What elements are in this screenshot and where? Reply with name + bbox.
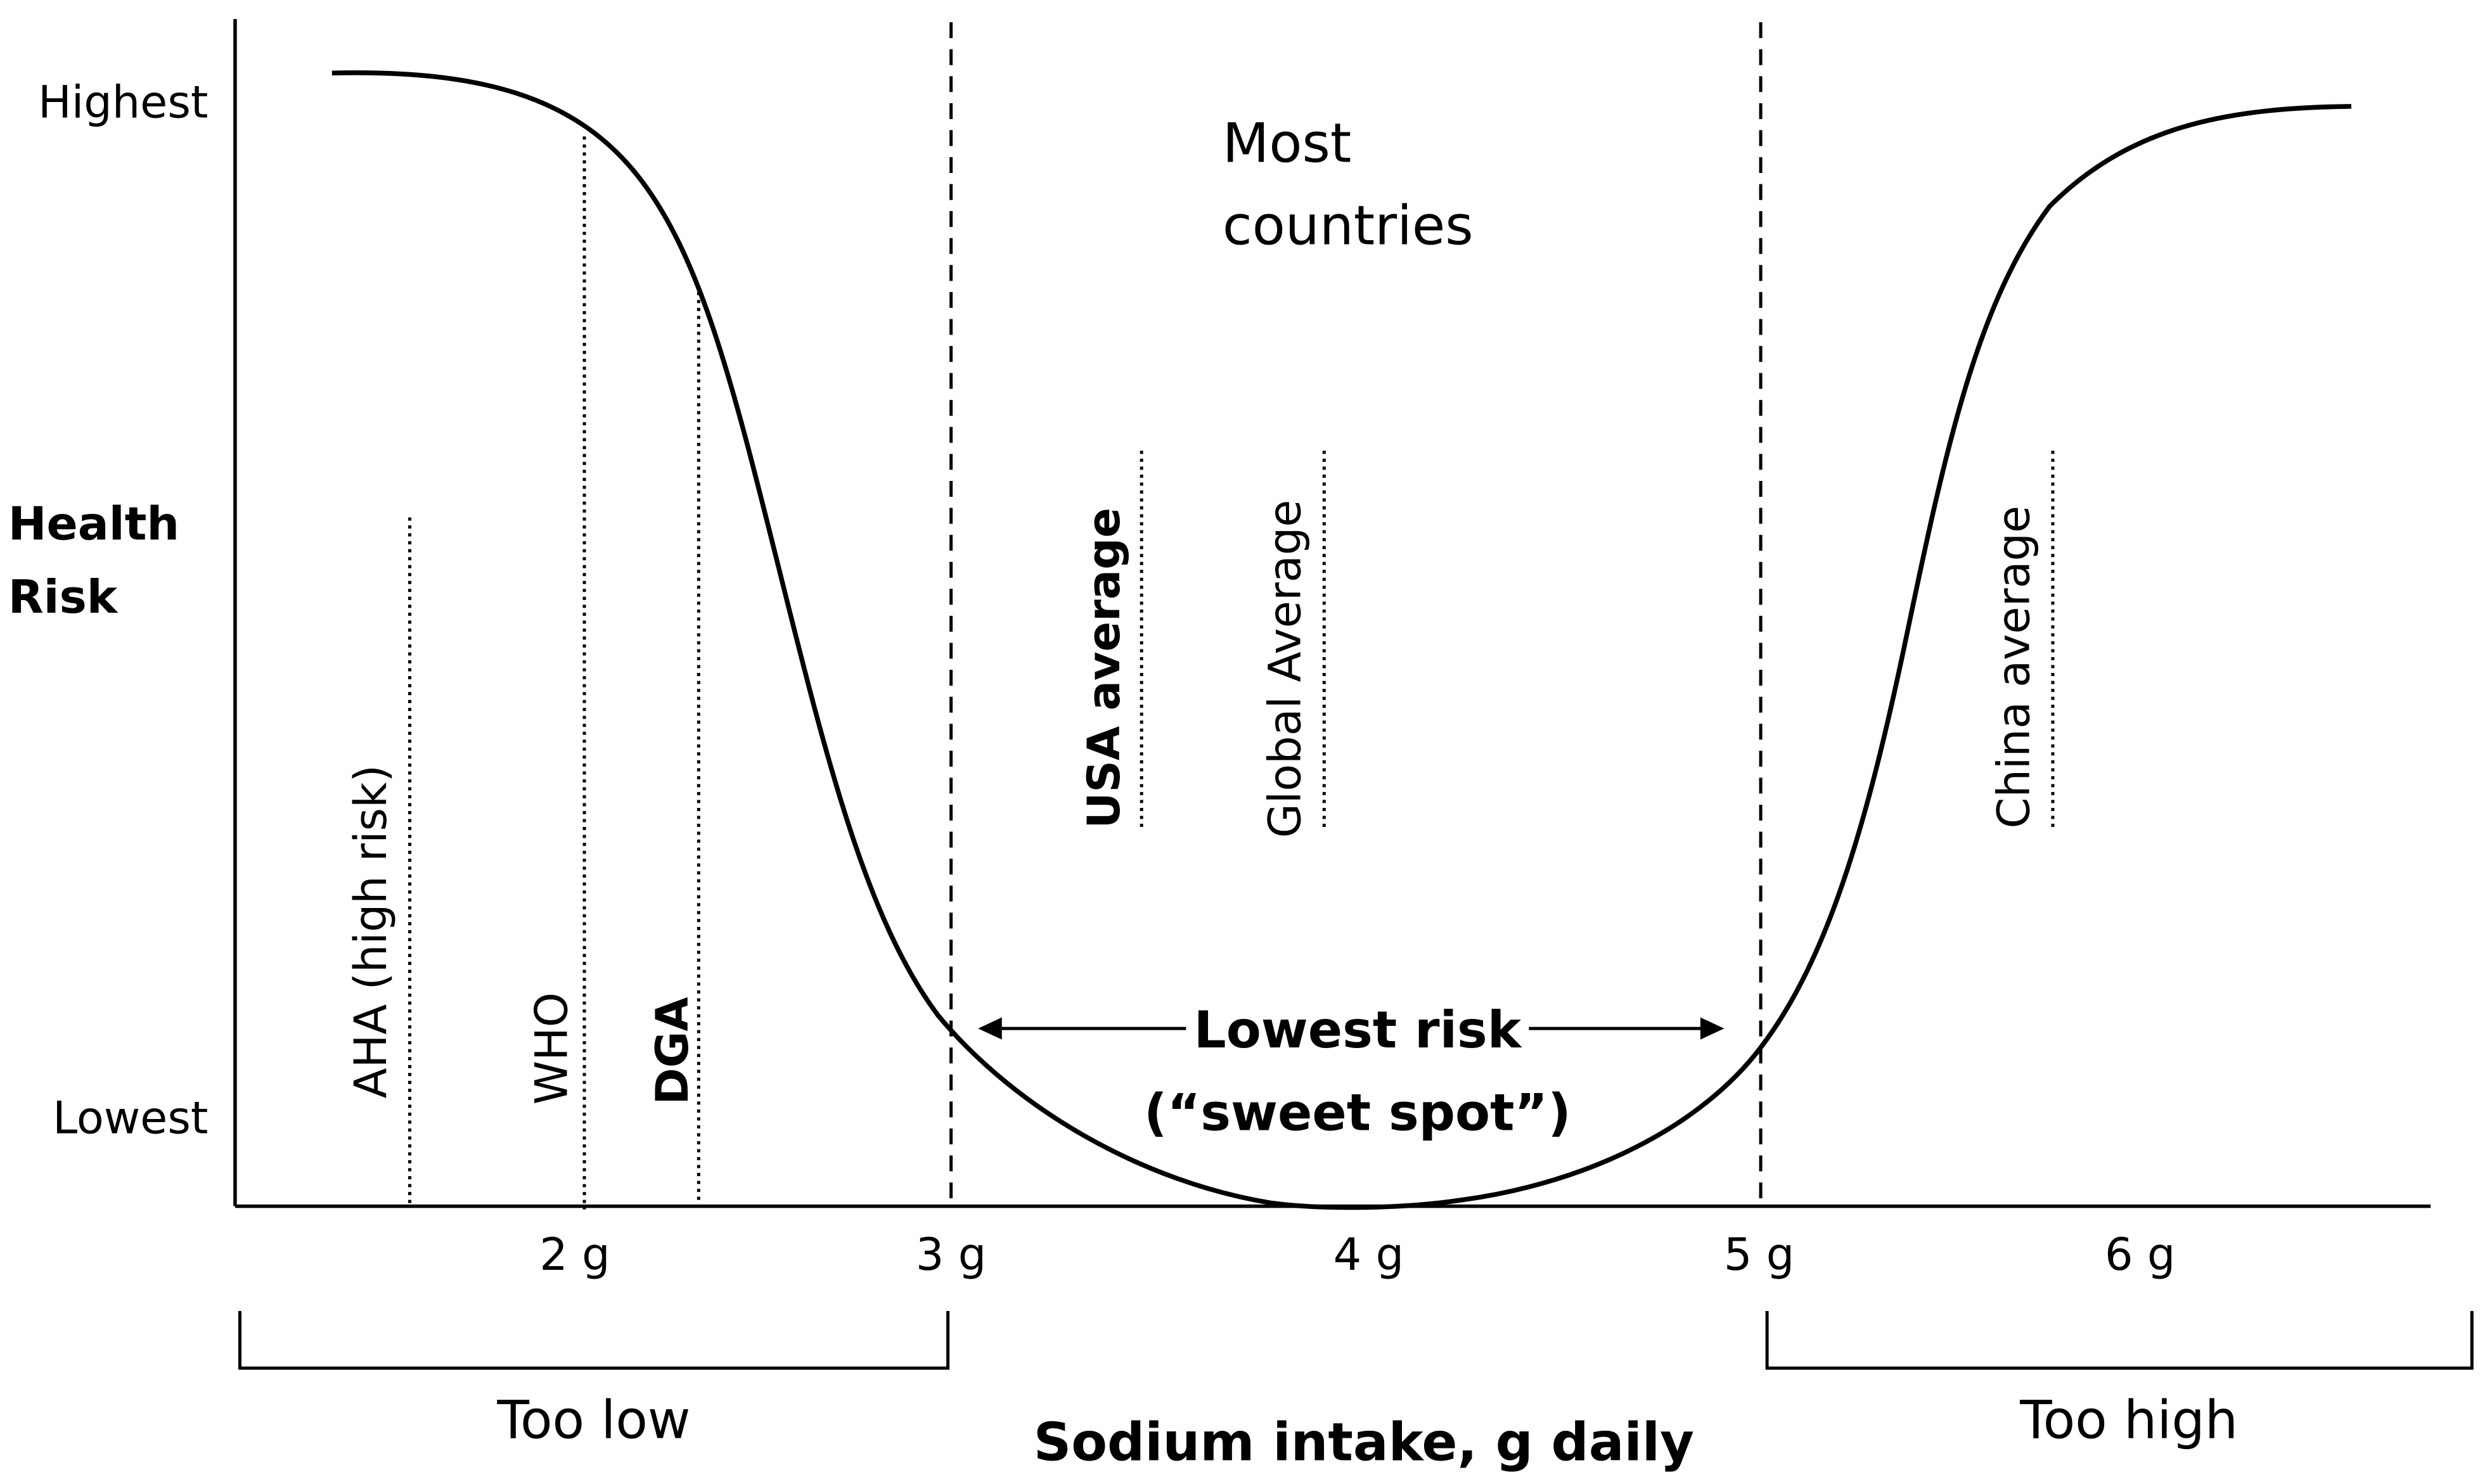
y-axis-title-line1: Health [8,498,179,551]
annotation-lowest-risk: Lowest risk [1194,1001,1522,1059]
x-tick-4g: 4 g [1333,1229,1404,1281]
arrowhead-left-icon [978,1017,1002,1040]
y-label-lowest: Lowest [53,1092,208,1144]
ref-label-global: Global Average [1259,500,1311,838]
label-too-low: Too low [497,1390,691,1450]
y-label-highest: Highest [38,76,208,128]
bracket-too-high [1765,1310,2474,1370]
bracket-too-low [238,1310,950,1370]
ref-label-china: China average [1988,506,2040,829]
ref-label-who: WHO [525,992,577,1104]
annotation-most-countries-line2: countries [1223,195,1474,258]
annotation-most-countries-line1: Most [1223,112,1351,175]
y-axis-title-line2: Risk [8,571,119,624]
x-tick-6g: 6 g [2105,1229,2175,1281]
risk-curve [331,70,2351,1210]
x-tick-2g: 2 g [539,1229,610,1281]
label-too-high: Too high [2019,1390,2238,1450]
ref-label-dga: DGA [646,997,698,1104]
arrowhead-right-icon [1700,1017,1725,1040]
x-tick-3g: 3 g [916,1229,986,1281]
ref-label-usa: USA average [1078,508,1130,828]
annotation-sweet-spot: (“sweet spot”) [1144,1083,1571,1142]
x-axis-title: Sodium intake, g daily [1034,1412,1694,1473]
x-tick-5g: 5 g [1724,1229,1794,1281]
ref-label-aha: AHA (high risk) [345,765,397,1098]
